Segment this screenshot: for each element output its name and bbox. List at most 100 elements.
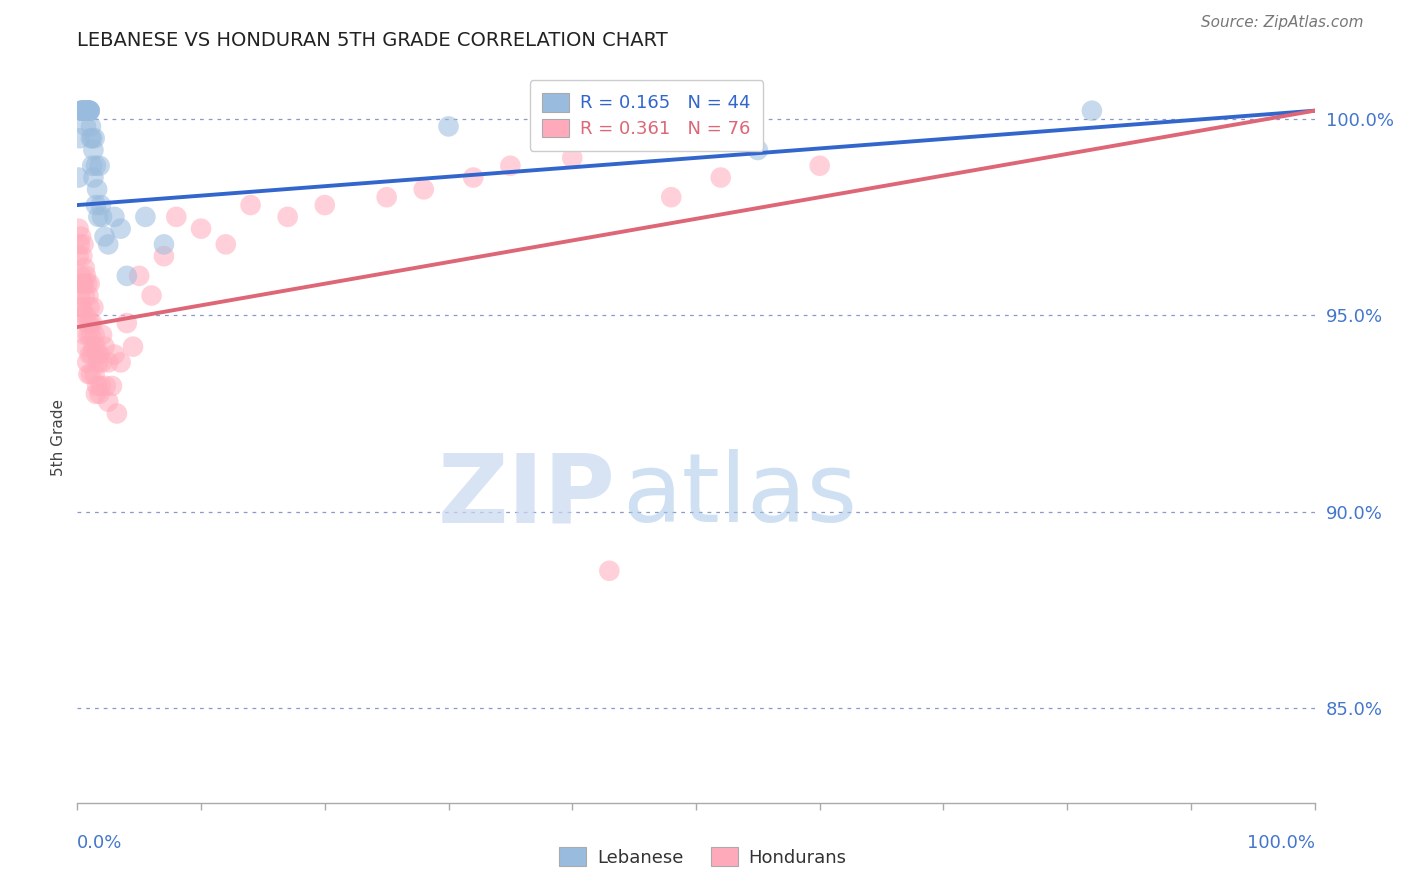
Text: ZIP: ZIP <box>437 449 616 542</box>
Point <box>90 198 112 212</box>
Point <box>93 340 115 354</box>
Legend: Lebanese, Hondurans: Lebanese, Hondurans <box>553 840 853 874</box>
Point <box>75 103 97 118</box>
Point <box>76 277 98 291</box>
Point <box>82 316 104 330</box>
Point <box>87 210 110 224</box>
Point <box>73 103 96 118</box>
Point <box>97 237 120 252</box>
Point <box>84 340 107 354</box>
Point <box>83 367 105 381</box>
Point <box>83 131 105 145</box>
Point <box>77 103 100 118</box>
Point <box>75 308 97 322</box>
Point <box>82 347 104 361</box>
Point <box>659 190 682 204</box>
Point <box>67 249 90 263</box>
Point <box>70 229 93 244</box>
Point <box>86 347 108 361</box>
Point <box>77 103 100 118</box>
Point <box>80 131 103 145</box>
Legend: R = 0.165   N = 44, R = 0.361   N = 76: R = 0.165 N = 44, R = 0.361 N = 76 <box>530 80 763 151</box>
Point <box>69 237 91 252</box>
Point <box>499 159 522 173</box>
Point <box>79 103 101 118</box>
Point <box>77 367 100 381</box>
Point <box>115 316 138 330</box>
Point <box>73 288 96 302</box>
Point <box>79 277 101 291</box>
Y-axis label: 5th Grade: 5th Grade <box>51 399 66 475</box>
Point <box>79 347 101 361</box>
Point <box>808 159 831 173</box>
Point <box>67 221 90 235</box>
Point <box>70 103 93 118</box>
Point <box>73 260 96 275</box>
Point <box>89 159 111 173</box>
Text: Source: ZipAtlas.com: Source: ZipAtlas.com <box>1201 15 1364 29</box>
Text: 100.0%: 100.0% <box>1247 834 1315 852</box>
Point <box>79 103 101 118</box>
Point <box>277 210 299 224</box>
Point <box>128 268 150 283</box>
Point <box>80 120 103 134</box>
Point <box>747 143 769 157</box>
Point <box>90 379 112 393</box>
Point <box>86 379 108 393</box>
Point <box>101 379 124 393</box>
Point <box>412 182 434 196</box>
Point <box>70 301 93 315</box>
Point <box>110 221 132 235</box>
Point <box>1081 103 1104 118</box>
Point <box>84 387 107 401</box>
Point <box>75 120 97 134</box>
Point <box>72 301 94 315</box>
Point <box>67 170 90 185</box>
Point <box>76 316 98 330</box>
Point <box>77 327 100 342</box>
Point <box>93 229 115 244</box>
Point <box>79 301 101 315</box>
Point <box>239 198 262 212</box>
Point <box>72 103 94 118</box>
Point <box>375 190 398 204</box>
Point <box>165 210 187 224</box>
Point <box>91 210 114 224</box>
Point <box>72 103 94 118</box>
Point <box>91 355 114 369</box>
Point <box>75 340 97 354</box>
Text: atlas: atlas <box>621 449 856 542</box>
Point <box>115 268 138 283</box>
Point <box>94 379 117 393</box>
Point <box>105 407 128 421</box>
Point <box>561 151 583 165</box>
Point <box>76 103 98 118</box>
Point <box>79 316 101 330</box>
Point <box>314 198 336 212</box>
Point <box>97 355 120 369</box>
Point <box>91 327 114 342</box>
Point <box>82 131 104 145</box>
Point <box>153 237 176 252</box>
Point <box>76 355 98 369</box>
Point <box>103 347 125 361</box>
Point <box>437 120 460 134</box>
Point <box>72 103 94 118</box>
Text: LEBANESE VS HONDURAN 5TH GRADE CORRELATION CHART: LEBANESE VS HONDURAN 5TH GRADE CORRELATI… <box>77 30 668 50</box>
Point <box>710 170 733 185</box>
Point <box>82 301 104 315</box>
Point <box>122 340 145 354</box>
Text: 0.0%: 0.0% <box>77 834 122 852</box>
Point <box>72 277 94 291</box>
Point <box>82 170 104 185</box>
Point <box>69 288 91 302</box>
Point <box>84 198 107 212</box>
Point <box>153 249 176 263</box>
Point <box>76 103 98 118</box>
Point <box>141 288 163 302</box>
Point <box>72 237 94 252</box>
Point <box>84 159 107 173</box>
Point <box>82 340 104 354</box>
Point <box>82 143 104 157</box>
Point <box>89 347 111 361</box>
